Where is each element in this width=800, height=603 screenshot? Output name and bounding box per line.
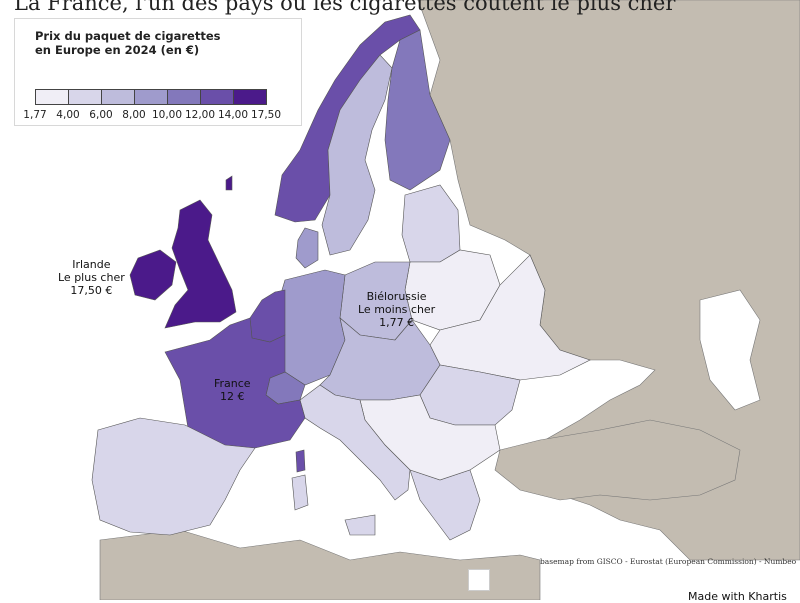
france-price: 12 €: [220, 390, 245, 403]
denmark-region: [295, 227, 319, 269]
uk-region: [164, 199, 237, 329]
legend-tick: 12,00: [184, 109, 216, 121]
legend-tick: 1,77: [23, 109, 47, 121]
legend-tick: 6,00: [89, 109, 113, 121]
legend-swatch: [35, 89, 69, 105]
france-label: France: [214, 377, 251, 390]
legend-swatch: [134, 89, 168, 105]
sweden-region: [321, 54, 393, 256]
iceland-region: [225, 175, 233, 191]
legend-swatch: [200, 89, 234, 105]
legend-swatch: [68, 89, 102, 105]
legend-tick: 17,50: [250, 109, 282, 121]
caspian-sea: [699, 289, 761, 411]
nodata-africa: [99, 529, 541, 600]
legend-color-scale: [35, 89, 267, 105]
nodata-east: [417, 0, 800, 561]
ireland-label: Irlande: [72, 258, 111, 271]
greece-region: [409, 469, 481, 541]
ireland-note: Le plus cher: [58, 271, 125, 284]
corsica-region: [295, 449, 306, 473]
nodata-turkey: [494, 419, 741, 501]
sardinia-region: [291, 474, 309, 511]
italy-region: [299, 384, 411, 501]
iberia-region: [91, 417, 256, 536]
baltics-region: [401, 184, 461, 263]
finland-region: [384, 29, 451, 191]
ireland-annotation: Irlande Le plus cher 17,50 €: [58, 258, 125, 297]
map-title: La France, l'un des pays où les cigarett…: [14, 0, 676, 15]
ireland-region: [129, 249, 177, 301]
legend-swatch: [233, 89, 267, 105]
ireland-price: 17,50 €: [70, 284, 113, 297]
belarus-annotation: Biélorussie Le moins cher 1,77 €: [358, 290, 435, 329]
legend-tick-labels: 1,77 4,00 6,00 8,00 10,00 12,00 14,00 17…: [15, 109, 303, 123]
sicily-region: [344, 514, 376, 536]
belarus-label: Biélorussie: [366, 290, 427, 303]
blank-box: [468, 569, 490, 591]
france-annotation: France 12 €: [214, 377, 251, 403]
legend-swatch: [167, 89, 201, 105]
legend-title: Prix du paquet de cigarettes en Europe e…: [35, 29, 221, 57]
belarus-note: Le moins cher: [358, 303, 436, 316]
legend-box: Prix du paquet de cigarettes en Europe e…: [14, 18, 302, 126]
legend-tick: 10,00: [151, 109, 183, 121]
benelux-region: [249, 289, 286, 343]
legend-tick: 14,00: [217, 109, 249, 121]
legend-tick: 8,00: [122, 109, 146, 121]
source-credit: basemap from GISCO - Eurostat (European …: [540, 557, 797, 566]
legend-tick: 4,00: [56, 109, 80, 121]
legend-swatch: [101, 89, 135, 105]
made-with-credit: Made with Khartis: [688, 590, 787, 603]
belarus-price: 1,77 €: [379, 316, 415, 329]
